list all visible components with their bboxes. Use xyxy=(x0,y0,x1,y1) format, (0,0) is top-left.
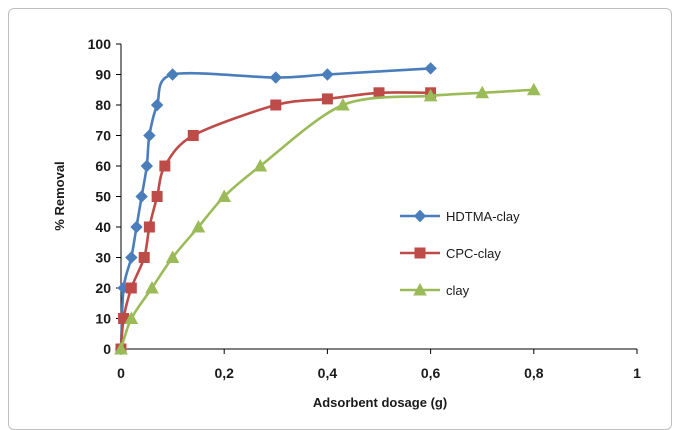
y-tick-label: 90 xyxy=(95,67,111,83)
data-point xyxy=(217,189,232,202)
y-tick-label: 40 xyxy=(95,219,111,235)
x-tick-label: 0,4 xyxy=(318,365,338,381)
data-point xyxy=(114,341,128,355)
legend-item: HDTMA-clay xyxy=(400,209,520,224)
axes xyxy=(120,44,637,350)
series-layer xyxy=(114,62,541,356)
data-point xyxy=(130,220,143,234)
legend-marker xyxy=(413,209,427,223)
data-point xyxy=(124,311,139,324)
y-tick-label: 0 xyxy=(103,341,111,357)
y-tick-label: 100 xyxy=(88,36,112,52)
data-point xyxy=(336,97,350,111)
data-point xyxy=(321,93,333,105)
x-tick-label: 0,8 xyxy=(524,365,544,381)
legend-label: HDTMA-clay xyxy=(446,209,520,224)
series-cpc-clay xyxy=(115,87,437,355)
x-tick-label: 0,2 xyxy=(214,365,234,381)
x-axis-title: Adsorbent dosage (g) xyxy=(313,395,447,410)
legend-marker xyxy=(414,247,426,259)
data-point xyxy=(424,62,437,75)
data-point xyxy=(151,191,163,202)
y-tick-label: 10 xyxy=(95,311,111,327)
data-point xyxy=(166,68,179,81)
x-tick-label: 0,6 xyxy=(421,365,441,381)
y-tick-label: 50 xyxy=(95,189,111,205)
data-point xyxy=(269,71,283,84)
data-point xyxy=(159,160,171,172)
y-tick-label: 30 xyxy=(95,250,111,266)
data-point xyxy=(140,159,154,173)
legend-label: clay xyxy=(446,283,470,298)
chart-frame xyxy=(8,8,672,430)
data-point xyxy=(253,158,268,172)
data-point xyxy=(321,68,334,81)
data-point xyxy=(187,130,199,141)
series-line xyxy=(119,91,431,350)
data-point xyxy=(143,221,155,233)
data-point xyxy=(138,252,150,263)
y-tick-label: 20 xyxy=(95,280,111,296)
data-point xyxy=(526,82,541,96)
y-axis-ticks: 0 10 20 30 40 50 60 70 80 90 100 xyxy=(88,36,121,357)
y-axis-title: % Removal xyxy=(52,161,67,230)
x-tick-label: 1 xyxy=(633,365,641,381)
x-axis-ticks: 0 0,2 0,4 0,6 0,8 1 xyxy=(117,349,641,381)
x-tick-label: 0 xyxy=(117,365,125,381)
data-point xyxy=(145,280,159,294)
data-point xyxy=(423,88,438,102)
data-point xyxy=(191,219,206,233)
data-point xyxy=(270,99,282,111)
legend: HDTMA-clay CPC-clay clay xyxy=(400,209,520,298)
data-point xyxy=(125,282,137,294)
data-point xyxy=(135,190,148,203)
line-chart: 0 10 20 30 40 50 60 70 80 90 100 0 0,2 0,4 0,6 0,8 1 HD… xyxy=(52,36,641,410)
legend-marker xyxy=(413,282,427,296)
data-point xyxy=(475,85,490,99)
legend-item: clay xyxy=(400,282,470,298)
data-point xyxy=(143,129,156,142)
data-point xyxy=(165,250,180,263)
legend-item: CPC-clay xyxy=(400,246,501,261)
data-point xyxy=(125,251,138,264)
y-tick-label: 70 xyxy=(95,128,111,144)
legend-label: CPC-clay xyxy=(446,246,501,261)
y-tick-label: 60 xyxy=(95,158,111,174)
series-clay xyxy=(114,82,541,355)
y-tick-label: 80 xyxy=(95,97,111,113)
data-point xyxy=(150,98,164,112)
